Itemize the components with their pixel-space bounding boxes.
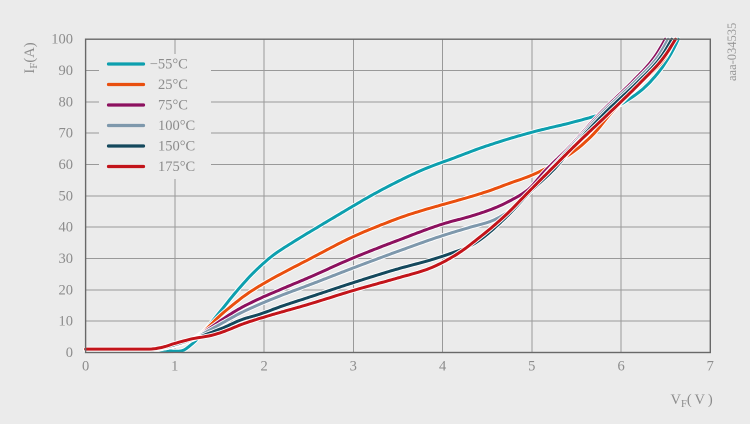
svg-text:70: 70 [59, 126, 74, 142]
svg-text:7: 7 [707, 359, 714, 375]
svg-text:25°C: 25°C [158, 77, 188, 93]
svg-text:100: 100 [51, 32, 73, 48]
svg-text:10: 10 [59, 314, 74, 330]
svg-text:0: 0 [82, 359, 89, 375]
svg-text:90: 90 [59, 63, 74, 79]
svg-text:1: 1 [171, 359, 178, 375]
svg-text:80: 80 [59, 94, 74, 110]
svg-text:100°C: 100°C [158, 118, 195, 134]
svg-text:175°C: 175°C [158, 159, 195, 175]
svg-text:6: 6 [617, 359, 624, 375]
svg-text:2: 2 [260, 359, 267, 375]
svg-text:50: 50 [59, 188, 74, 204]
svg-text:4: 4 [439, 359, 447, 375]
svg-text:30: 30 [59, 251, 74, 267]
svg-text:5: 5 [528, 359, 535, 375]
svg-text:−55°C: −55°C [150, 57, 188, 73]
svg-text:20: 20 [59, 282, 74, 298]
svg-text:3: 3 [350, 359, 357, 375]
svg-text:VF( V ): VF( V ) [671, 392, 713, 410]
svg-text:IF(A): IF(A) [22, 42, 40, 73]
svg-text:60: 60 [59, 157, 74, 173]
svg-text:40: 40 [59, 220, 74, 236]
svg-text:aaa-034535: aaa-034535 [725, 23, 739, 81]
svg-text:0: 0 [66, 345, 73, 361]
svg-text:150°C: 150°C [158, 139, 195, 155]
svg-text:75°C: 75°C [158, 98, 188, 114]
